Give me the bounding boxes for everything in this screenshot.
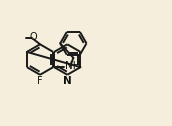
Text: O: O xyxy=(29,32,37,42)
Text: F: F xyxy=(37,76,43,86)
Text: N: N xyxy=(63,76,72,86)
Text: NH: NH xyxy=(65,61,81,71)
